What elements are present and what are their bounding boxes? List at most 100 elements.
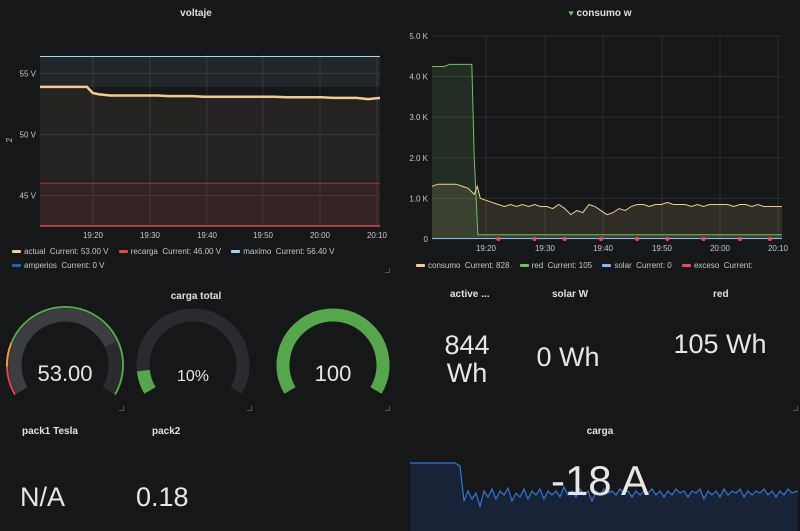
legend-item-maximo[interactable]: maximo Current: 56.40 V <box>231 247 334 256</box>
legend-name: recarga <box>130 247 158 256</box>
y-tick-label: 55 V <box>20 70 37 79</box>
voltaje-chart: 45 V 50 V 55 V 19:20 19:30 19:40 19:50 20:00 20:… <box>5 54 388 240</box>
y-axis-label: 2 <box>5 137 14 142</box>
carga-sparkline <box>410 462 799 531</box>
x-tick-label: 20:00 <box>710 244 731 253</box>
active-value: 844 Wh <box>428 331 506 388</box>
legend-name: actual <box>24 247 46 256</box>
exceso-point <box>665 237 670 241</box>
gauge-value: 53.00 <box>37 361 92 386</box>
consumo-panel: ♥ consumo w 0 1.0 K 2.0 K 3.0 K 4.0 K 5.0 K 19… <box>400 0 800 275</box>
carga-value: -18 A <box>550 457 650 504</box>
actual-area <box>40 86 380 226</box>
gauge-threshold-red <box>6 366 16 396</box>
carga-total-title[interactable]: carga total <box>170 291 222 302</box>
resize-handle[interactable] <box>247 406 252 411</box>
legend-current: Current: <box>723 261 753 270</box>
exceso-point <box>562 237 567 241</box>
y-tick-label: 0 <box>424 235 429 244</box>
pack1-value: N/A <box>20 482 66 512</box>
red-title[interactable]: red <box>713 289 729 300</box>
legend-item-solar[interactable]: solar Current: 0 <box>602 261 672 270</box>
legend-item-consumo[interactable]: consumo Current: 828 <box>416 261 509 270</box>
resize-handle[interactable] <box>793 406 798 411</box>
y-tick-label: 45 V <box>20 192 37 201</box>
x-tick-label: 19:40 <box>593 244 614 253</box>
carga-title[interactable]: carga <box>586 426 614 437</box>
legend-name: red <box>531 261 544 270</box>
legend-current: Current: 46.00 V <box>162 247 222 256</box>
carga-panel: carga -18 A <box>400 421 800 531</box>
y-tick-label: 5.0 K <box>409 32 428 41</box>
resize-handle[interactable] <box>119 406 124 411</box>
voltaje-legend-row-2: amperios Current: 0 V <box>12 261 392 270</box>
actual-line <box>40 85 381 101</box>
consumo-chart: 0 1.0 K 2.0 K 3.0 K 4.0 K 5.0 K 19:20 19:30 19:4… <box>409 32 788 253</box>
exceso-point <box>635 237 640 241</box>
x-tick-label: 19:20 <box>83 231 104 240</box>
active-title[interactable]: active ... <box>450 289 490 300</box>
legend-item-red[interactable]: red Current: 105 <box>519 261 592 270</box>
y-tick-label: 2.0 K <box>409 154 428 163</box>
solar-panel: solar W 0 Wh <box>535 283 655 413</box>
x-tick-label: 20:00 <box>310 231 331 240</box>
exceso-point <box>496 237 501 241</box>
exceso-point <box>737 237 742 241</box>
red-area <box>432 64 782 239</box>
voltaje-panel: voltaje 45 V 50 V 55 V 19:20 19:30 19:40 19:50… <box>0 0 392 275</box>
gauges: 53.00 10% 100 <box>6 306 390 396</box>
pack1-title[interactable]: pack1 Tesla <box>22 426 78 437</box>
red-line <box>432 63 782 236</box>
active-panel: active ... 844 Wh <box>400 283 535 413</box>
x-tick-label: 19:40 <box>197 231 218 240</box>
gauge-fill <box>8 308 117 394</box>
pack2-title[interactable]: pack2 <box>152 426 181 437</box>
gauge-fill <box>136 369 156 394</box>
legend-item-recarga[interactable]: recarga Current: 46.00 V <box>118 247 222 256</box>
voltaje-legend: actual Current: 53.00 V recarga Current:… <box>12 247 392 270</box>
exceso-point <box>532 237 537 241</box>
y-tick-label: 4.0 K <box>409 73 428 82</box>
recarga-area <box>40 183 380 226</box>
x-tick-label: 19:50 <box>253 231 274 240</box>
gauge-value: 100 <box>315 361 352 386</box>
maximo-area <box>40 56 380 87</box>
legend-current: Current: 828 <box>464 261 510 270</box>
y-tick-label: 50 V <box>20 131 37 140</box>
legend-name: solar <box>614 261 632 270</box>
carga-total-panel: carga total 53.00 10% 100 <box>0 283 392 413</box>
x-tick-label: 20:10 <box>367 231 388 240</box>
voltaje-legend-row-1: actual Current: 53.00 V recarga Current:… <box>12 247 392 256</box>
x-tick-label: 19:30 <box>535 244 556 253</box>
resize-handle[interactable] <box>385 406 390 411</box>
pack1-panel: pack1 Tesla N/A <box>0 421 130 521</box>
exceso-point <box>598 237 603 241</box>
gauge-fill <box>276 308 390 394</box>
red-value: 105 Wh <box>673 329 767 359</box>
pack2-value: 0.18 <box>136 482 189 512</box>
legend-item-exceso[interactable]: exceso Current: <box>681 261 753 270</box>
voltaje-title[interactable]: voltaje <box>180 8 212 19</box>
consumo-line <box>431 183 782 216</box>
legend-name: consumo <box>428 261 461 270</box>
legend-name: exceso <box>693 261 720 270</box>
exceso-point <box>767 237 772 241</box>
legend-current: Current: 53.00 V <box>49 247 109 256</box>
solar-title[interactable]: solar W <box>552 289 589 300</box>
active-unit: Wh <box>446 358 488 389</box>
legend-current: Current: 0 V <box>61 261 105 270</box>
red-panel: red 105 Wh <box>655 283 800 413</box>
x-tick-label: 19:30 <box>140 231 161 240</box>
x-tick-label: 19:20 <box>476 244 497 253</box>
pack2-panel: pack2 0.18 <box>130 421 392 521</box>
y-tick-label: 1.0 K <box>409 194 428 203</box>
exceso-point <box>701 237 706 241</box>
heart-icon: ♥ <box>568 8 574 18</box>
legend-item-amperios[interactable]: amperios Current: 0 V <box>12 261 105 270</box>
legend-name: amperios <box>24 261 57 270</box>
legend-item-actual[interactable]: actual Current: 53.00 V <box>12 247 109 256</box>
consumo-title[interactable]: consumo w <box>576 8 632 19</box>
consumo-title-wrap: ♥ consumo w <box>400 8 800 19</box>
resize-handle[interactable] <box>385 268 390 273</box>
solar-value: 0 Wh <box>536 342 600 372</box>
